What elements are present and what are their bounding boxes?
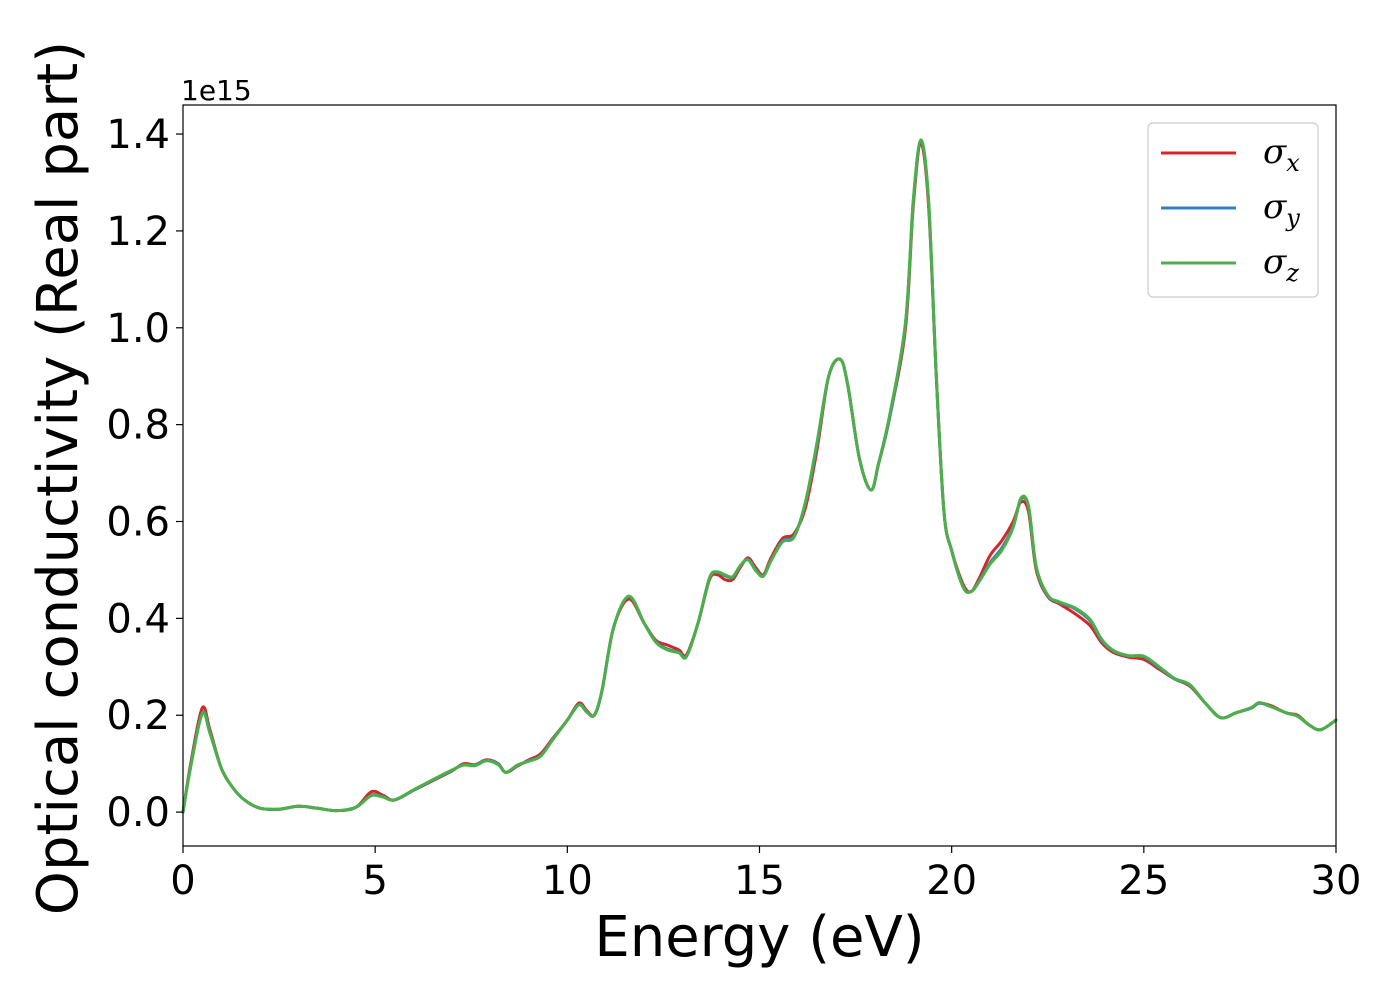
series-line-z (181, 138, 1338, 814)
x-tick-label: 15 (734, 858, 785, 904)
y-tick-label: 0.6 (106, 500, 170, 546)
legend-label: σx (1263, 132, 1300, 177)
legend-label: σz (1263, 242, 1299, 287)
x-tick-label: 10 (542, 858, 593, 904)
legend: σx σy σz (1147, 122, 1319, 298)
y-tick-label: 0.0 (106, 790, 170, 836)
x-axis-title: Energy (eV) (594, 905, 924, 970)
series-lines (181, 138, 1338, 814)
legend-item-x: σx (1161, 132, 1300, 177)
y-tick-label: 1.0 (106, 306, 170, 352)
y-tick-label: 0.4 (106, 596, 170, 642)
y-offset-label: 1e15 (181, 74, 252, 107)
x-tick-label: 5 (362, 858, 387, 904)
legend-item-y: σy (1161, 187, 1300, 232)
y-tick-label: 0.8 (106, 403, 170, 449)
y-tick-label: 1.2 (106, 209, 170, 255)
axis-ticks: 0 5 10 15 20 25 30 0.0 0.2 0.4 0.6 0.8 1.0 1.2 1.4 (106, 112, 1361, 904)
x-tick-label: 25 (1118, 858, 1169, 904)
x-tick-label: 30 (1311, 858, 1362, 904)
x-tick-label: 0 (170, 858, 195, 904)
y-axis-title: Optical conductivity (Real part) (26, 41, 91, 915)
legend-box (1147, 122, 1319, 298)
legend-label: σy (1263, 187, 1300, 232)
y-tick-label: 0.2 (106, 693, 170, 739)
legend-item-z: σz (1161, 242, 1299, 287)
y-tick-label: 1.4 (106, 112, 170, 158)
x-tick-label: 20 (926, 858, 977, 904)
